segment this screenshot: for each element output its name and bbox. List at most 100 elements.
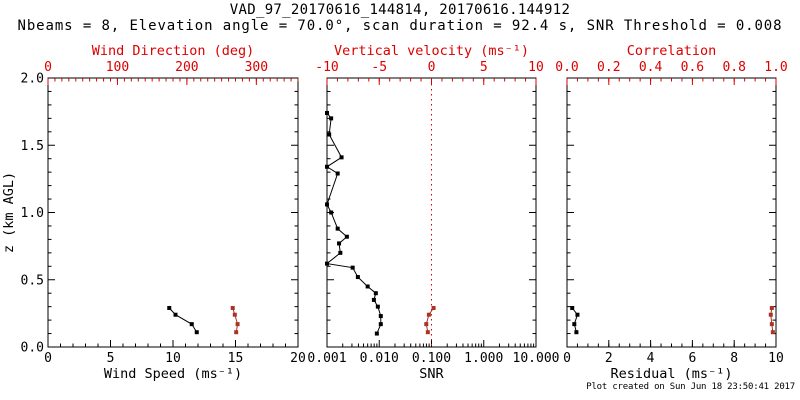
wind-direction-point (232, 312, 237, 317)
snr-series (325, 110, 383, 336)
wind-speed-series (167, 305, 199, 335)
wind-speed-point (173, 312, 178, 317)
top-tick-label: 0.2 (597, 60, 620, 75)
y-tick-label: 0.5 (21, 273, 44, 288)
panel-snr: 0.001 0.010 0.100 1.000 10.000 SNR -10 -5 0 5 10Ve… (307, 43, 559, 382)
x-tick-label: 4 (647, 351, 655, 366)
panel-wind: 0 5 10 15 20 Wind Speed (ms⁻¹) 0 100 200 300Wind … (21, 43, 306, 382)
snr-point (374, 331, 379, 336)
residual-point (572, 322, 577, 327)
snr-point (371, 297, 376, 302)
x-tick-label: 10 (768, 351, 784, 366)
y-axis-snr (327, 77, 536, 348)
top-tick-label: 0 (428, 60, 436, 75)
panel-frame (326, 77, 537, 348)
x-tick-label: 1.000 (464, 351, 503, 366)
plot-subtitle: Nbeams = 8, Elevation angle = 70.0°, sca… (17, 18, 783, 34)
x-tick-label: 15 (228, 351, 244, 366)
y-tick-label: 1.0 (21, 206, 44, 221)
top-tick-label: 0.4 (639, 60, 663, 75)
plot-title: VAD_97_20170616_144814, 20170616.144912 (229, 2, 571, 18)
snr-point (325, 202, 329, 207)
x-tick-label: 5 (107, 351, 115, 366)
wind-speed-point (167, 305, 172, 310)
x-axis-title: SNR (419, 366, 444, 382)
y-axis-residual (567, 77, 776, 348)
x-tick-label: 2 (605, 351, 613, 366)
snr-point (355, 275, 360, 280)
residual-series (570, 305, 580, 335)
top-tick-label: 200 (175, 60, 198, 75)
x-axis-title: Wind Speed (ms⁻¹) (104, 366, 242, 382)
vertical-velocity-point (424, 322, 429, 327)
wind-direction-point (234, 330, 239, 335)
top-tick-label: 100 (106, 60, 129, 75)
x-tick-label: 8 (730, 351, 738, 366)
vertical-velocity-point (426, 312, 431, 317)
x-tick-label: 10.000 (513, 351, 560, 366)
wind-direction-point (230, 305, 235, 310)
x-tick-label: 10 (165, 351, 181, 366)
vertical-velocity-series (424, 305, 436, 335)
x-tick-label: 0 (563, 351, 571, 366)
bottom-axis-snr: 0.001 0.010 0.100 1.000 10.000 SNR (307, 340, 559, 382)
x-axis-title: Residual (ms⁻¹) (611, 366, 733, 382)
correlation-point (769, 305, 774, 310)
x-tick-label: 0.001 (307, 351, 346, 366)
residual-point (575, 312, 580, 317)
top-axis-title: Wind Direction (deg) (92, 43, 255, 59)
top-axis-residual: 0.0 0.2 0.4 0.6 0.8 1.0 Correlation (555, 43, 788, 85)
top-tick-label: -10 (315, 60, 338, 75)
top-tick-label: 0 (44, 60, 52, 75)
panel-frame (566, 77, 777, 348)
vertical-velocity-point (425, 330, 430, 335)
top-tick-label: 1.0 (764, 60, 787, 75)
top-axis-title: Vertical velocity (ms⁻¹) (334, 43, 529, 59)
top-tick-label: 10 (528, 60, 544, 75)
snr-point (365, 284, 370, 289)
snr-point (329, 116, 334, 121)
snr-point (378, 322, 383, 327)
correlation-point (770, 330, 775, 335)
x-tick-label: 0 (44, 351, 52, 366)
wind-direction-point (235, 322, 240, 327)
snr-point (378, 314, 383, 319)
correlation-point (768, 312, 773, 317)
snr-point (344, 234, 349, 239)
panel-frame (47, 77, 299, 348)
y-axis-title: z (km AGL) (1, 172, 17, 253)
bottom-axis-wind: 0 5 10 15 20 Wind Speed (ms⁻¹) (44, 340, 306, 382)
snr-point (327, 132, 332, 137)
x-tick-label: 6 (688, 351, 696, 366)
snr-point (335, 226, 340, 231)
bottom-axis-residual: 0 2 4 6 8 10 Residual (ms⁻¹) (563, 340, 784, 382)
y-tick-label: 2.0 (21, 72, 44, 87)
vertical-velocity-point (431, 305, 436, 310)
y-axis-wind: 0.0 0.5 1.0 1.5 2.0 (21, 72, 298, 356)
snr-point (339, 155, 344, 160)
panel-residual: 0 2 4 6 8 10 Residual (ms⁻¹) 0.0 0.2 0.4 0.6 0.8 1.0… (555, 43, 787, 382)
top-tick-label: 0.8 (722, 60, 745, 75)
top-tick-label: 0.6 (681, 60, 704, 75)
correlation-point (769, 322, 774, 327)
snr-point (337, 241, 342, 246)
snr-point (350, 265, 355, 270)
snr-point (373, 291, 378, 296)
snr-point (338, 250, 343, 255)
residual-point (574, 330, 579, 335)
plot-created-timestamp: Plot created on Sun Jun 18 23:50:41 2017 (586, 382, 795, 392)
snr-point (329, 210, 334, 215)
x-tick-label: 0.010 (360, 351, 399, 366)
top-tick-label: 0.0 (555, 60, 578, 75)
correlation-series (768, 305, 775, 335)
snr-point (335, 171, 340, 176)
snr-point (375, 304, 380, 309)
snr-point (325, 164, 329, 169)
y-tick-label: 1.5 (21, 139, 44, 154)
y-tick-label: 0.0 (21, 341, 44, 356)
x-tick-label: 0.100 (412, 351, 451, 366)
